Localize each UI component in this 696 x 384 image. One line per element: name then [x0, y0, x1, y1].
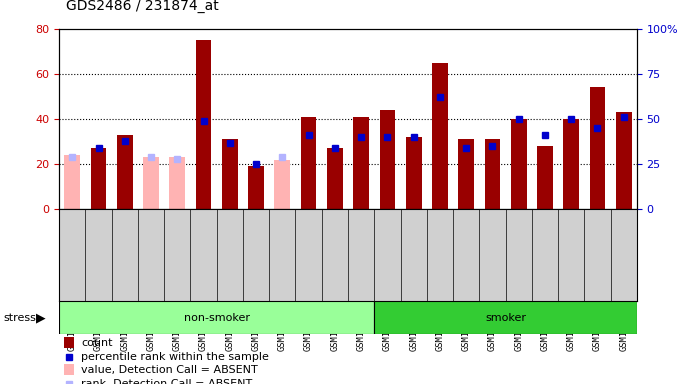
Bar: [196, 40, 212, 209]
Bar: [374, 301, 637, 334]
Bar: [64, 337, 74, 348]
Text: smoker: smoker: [485, 313, 526, 323]
Bar: [301, 117, 317, 209]
Bar: [616, 112, 631, 209]
Bar: [143, 157, 159, 209]
Bar: [511, 119, 527, 209]
Text: GDS2486 / 231874_at: GDS2486 / 231874_at: [66, 0, 219, 13]
Bar: [117, 135, 133, 209]
Bar: [327, 148, 342, 209]
Text: rank, Detection Call = ABSENT: rank, Detection Call = ABSENT: [81, 379, 253, 384]
Bar: [169, 157, 185, 209]
Bar: [354, 117, 369, 209]
Bar: [65, 155, 80, 209]
Text: value, Detection Call = ABSENT: value, Detection Call = ABSENT: [81, 365, 258, 375]
Text: percentile rank within the sample: percentile rank within the sample: [81, 351, 269, 362]
Bar: [274, 160, 290, 209]
Bar: [458, 139, 474, 209]
Bar: [563, 119, 579, 209]
Bar: [432, 63, 448, 209]
Bar: [64, 364, 74, 375]
Text: stress: stress: [3, 313, 36, 323]
Bar: [537, 146, 553, 209]
Text: count: count: [81, 338, 113, 348]
Text: ▶: ▶: [36, 311, 46, 324]
Bar: [484, 139, 500, 209]
Bar: [379, 110, 395, 209]
Bar: [590, 88, 606, 209]
Text: non-smoker: non-smoker: [184, 313, 250, 323]
Bar: [248, 166, 264, 209]
Bar: [406, 137, 422, 209]
Bar: [59, 301, 374, 334]
Bar: [222, 139, 238, 209]
Bar: [90, 148, 106, 209]
